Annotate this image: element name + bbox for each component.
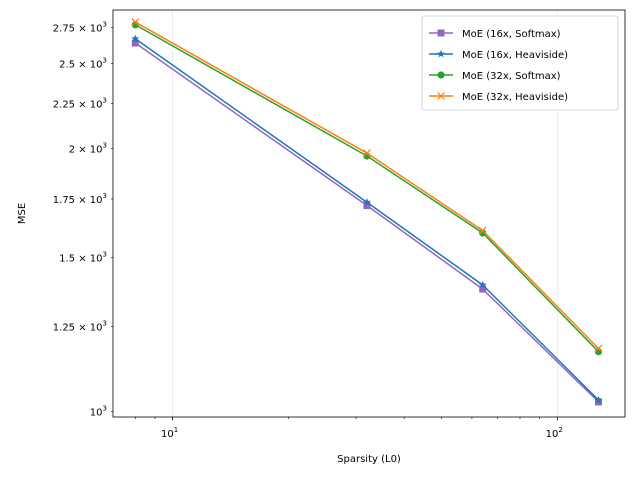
data-point	[479, 229, 487, 237]
y-tick-label: 1.25 × 103	[53, 320, 107, 334]
legend-label: MoE (32x, Softmax)	[462, 71, 561, 82]
y-tick-label: 2.25 × 103	[53, 97, 107, 111]
legend-item: MoE (16x, Heaviside)	[429, 49, 568, 61]
data-point	[131, 34, 140, 43]
data-point	[594, 395, 603, 404]
legend-marker	[437, 29, 445, 37]
y-tick-label: 2.5 × 103	[59, 57, 107, 71]
series-line	[134, 24, 600, 353]
legend-label: MoE (32x, Heaviside)	[462, 92, 568, 103]
data-point	[131, 18, 140, 26]
x-tick-label: 102	[546, 426, 563, 440]
data-point	[595, 398, 603, 406]
legend-item: MoE (32x, Heaviside)	[429, 92, 568, 103]
series	[131, 18, 603, 353]
data-point	[363, 202, 371, 210]
legend-label: MoE (16x, Heaviside)	[462, 50, 568, 61]
data-point	[362, 198, 371, 206]
series-layer	[131, 18, 603, 406]
axis-layer: 101 102 103 1.25 × 103 1.5 × 103 1.75 × 103 2 …	[53, 21, 563, 440]
data-point	[362, 149, 371, 158]
y-axis-title: MSE	[17, 203, 28, 224]
y-tick-label: 2 × 103	[69, 141, 107, 155]
series	[131, 39, 603, 406]
legend-label: MoE (16x, Softmax)	[462, 29, 561, 40]
legend-box	[421, 15, 619, 111]
data-point	[479, 285, 487, 293]
data-point	[478, 226, 487, 235]
series-line	[134, 21, 600, 350]
x-axis-title: Sparsity (L0)	[337, 454, 401, 465]
y-tick-label: 103	[90, 404, 107, 418]
series	[131, 34, 603, 404]
legend: MoE (16x, Softmax) MoE (16x, Heaviside) Mo…	[421, 15, 619, 111]
plot-frame	[112, 9, 626, 418]
y-tick-label: 1.75 × 103	[53, 192, 107, 206]
data-point	[131, 39, 139, 47]
x-tick-label: 101	[161, 426, 178, 440]
legend-item: MoE (16x, Softmax)	[429, 29, 561, 40]
legend-marker	[437, 92, 445, 100]
y-tick-label: 2.75 × 103	[53, 21, 107, 35]
series-line	[134, 42, 600, 403]
legend-item: MoE (32x, Softmax)	[429, 71, 561, 82]
data-point	[594, 344, 603, 353]
y-tick-label: 1.5 × 103	[59, 250, 107, 264]
legend-marker	[437, 71, 445, 79]
data-point	[478, 280, 487, 289]
series-line	[134, 38, 600, 401]
legend-marker	[437, 49, 445, 58]
